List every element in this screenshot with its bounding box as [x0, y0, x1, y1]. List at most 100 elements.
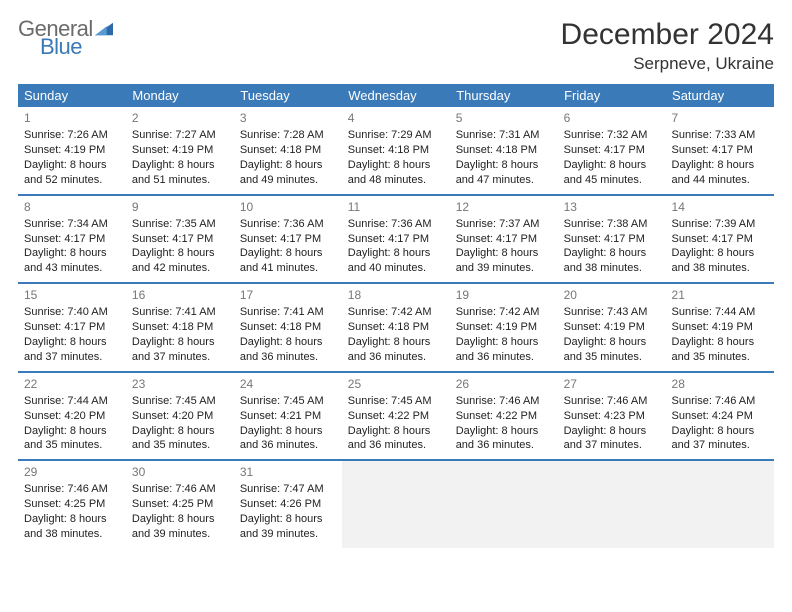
daylight-text: Daylight: 8 hours and 35 minutes. [24, 424, 120, 454]
day-number: 26 [456, 376, 552, 392]
calendar-week-row: 29Sunrise: 7:46 AMSunset: 4:25 PMDayligh… [18, 460, 774, 548]
sunrise-text: Sunrise: 7:44 AM [672, 305, 768, 320]
page-title: December 2024 [561, 18, 774, 52]
day-number: 29 [24, 464, 120, 480]
calendar-day-cell [666, 460, 774, 548]
calendar-day-cell: 22Sunrise: 7:44 AMSunset: 4:20 PMDayligh… [18, 372, 126, 461]
daylight-text: Daylight: 8 hours and 47 minutes. [456, 158, 552, 188]
weekday-header: Tuesday [234, 84, 342, 107]
daylight-text: Daylight: 8 hours and 35 minutes. [672, 335, 768, 365]
sunset-text: Sunset: 4:18 PM [348, 320, 444, 335]
calendar-day-cell: 23Sunrise: 7:45 AMSunset: 4:20 PMDayligh… [126, 372, 234, 461]
calendar-week-row: 22Sunrise: 7:44 AMSunset: 4:20 PMDayligh… [18, 372, 774, 461]
sunset-text: Sunset: 4:25 PM [132, 497, 228, 512]
sunrise-text: Sunrise: 7:45 AM [132, 394, 228, 409]
sunset-text: Sunset: 4:17 PM [24, 232, 120, 247]
sunrise-text: Sunrise: 7:36 AM [240, 217, 336, 232]
sunrise-text: Sunrise: 7:39 AM [672, 217, 768, 232]
calendar-day-cell: 26Sunrise: 7:46 AMSunset: 4:22 PMDayligh… [450, 372, 558, 461]
sunrise-text: Sunrise: 7:46 AM [456, 394, 552, 409]
daylight-text: Daylight: 8 hours and 36 minutes. [456, 424, 552, 454]
daylight-text: Daylight: 8 hours and 44 minutes. [672, 158, 768, 188]
day-number: 9 [132, 199, 228, 215]
calendar-week-row: 8Sunrise: 7:34 AMSunset: 4:17 PMDaylight… [18, 195, 774, 284]
calendar-day-cell: 17Sunrise: 7:41 AMSunset: 4:18 PMDayligh… [234, 283, 342, 372]
calendar-day-cell: 19Sunrise: 7:42 AMSunset: 4:19 PMDayligh… [450, 283, 558, 372]
sunset-text: Sunset: 4:23 PM [564, 409, 660, 424]
calendar-table: Sunday Monday Tuesday Wednesday Thursday… [18, 84, 774, 548]
calendar-day-cell: 4 Sunrise: 7:29 AMSunset: 4:18 PMDaylight… [342, 107, 450, 195]
daylight-text: Daylight: 8 hours and 36 minutes. [348, 424, 444, 454]
daylight-text: Daylight: 8 hours and 48 minutes. [348, 158, 444, 188]
calendar-day-cell: 21Sunrise: 7:44 AMSunset: 4:19 PMDayligh… [666, 283, 774, 372]
calendar-day-cell: 3Sunrise: 7:28 AMSunset: 4:18 PMDaylight… [234, 107, 342, 195]
weekday-header: Monday [126, 84, 234, 107]
sunset-text: Sunset: 4:17 PM [132, 232, 228, 247]
day-number: 18 [348, 287, 444, 303]
day-number: 14 [672, 199, 768, 215]
daylight-text: Daylight: 8 hours and 45 minutes. [564, 158, 660, 188]
day-number: 8 [24, 199, 120, 215]
calendar-week-row: 15Sunrise: 7:40 AMSunset: 4:17 PMDayligh… [18, 283, 774, 372]
sunrise-text: Sunrise: 7:46 AM [24, 482, 120, 497]
sunset-text: Sunset: 4:20 PM [24, 409, 120, 424]
daylight-text: Daylight: 8 hours and 37 minutes. [24, 335, 120, 365]
calendar-day-cell [342, 460, 450, 548]
sunrise-text: Sunrise: 7:36 AM [348, 217, 444, 232]
weekday-header: Thursday [450, 84, 558, 107]
sunset-text: Sunset: 4:17 PM [672, 143, 768, 158]
sunset-text: Sunset: 4:22 PM [348, 409, 444, 424]
day-number: 16 [132, 287, 228, 303]
weekday-header-row: Sunday Monday Tuesday Wednesday Thursday… [18, 84, 774, 107]
day-number: 4 [348, 110, 444, 126]
sunrise-text: Sunrise: 7:45 AM [240, 394, 336, 409]
daylight-text: Daylight: 8 hours and 36 minutes. [240, 335, 336, 365]
daylight-text: Daylight: 8 hours and 35 minutes. [132, 424, 228, 454]
sunrise-text: Sunrise: 7:28 AM [240, 128, 336, 143]
sunset-text: Sunset: 4:19 PM [672, 320, 768, 335]
calendar-day-cell: 29Sunrise: 7:46 AMSunset: 4:25 PMDayligh… [18, 460, 126, 548]
day-number: 2 [132, 110, 228, 126]
weekday-header: Saturday [666, 84, 774, 107]
daylight-text: Daylight: 8 hours and 37 minutes. [132, 335, 228, 365]
sunrise-text: Sunrise: 7:29 AM [348, 128, 444, 143]
calendar-day-cell: 18 Sunrise: 7:42 AMSunset: 4:18 PMDayligh… [342, 283, 450, 372]
logo-text-blue: Blue [40, 36, 113, 58]
calendar-day-cell: 30Sunrise: 7:46 AMSunset: 4:25 PMDayligh… [126, 460, 234, 548]
sunrise-text: Sunrise: 7:46 AM [564, 394, 660, 409]
weekday-header: Wednesday [342, 84, 450, 107]
daylight-text: Daylight: 8 hours and 49 minutes. [240, 158, 336, 188]
day-number: 17 [240, 287, 336, 303]
sunset-text: Sunset: 4:17 PM [348, 232, 444, 247]
sunset-text: Sunset: 4:25 PM [24, 497, 120, 512]
daylight-text: Daylight: 8 hours and 43 minutes. [24, 246, 120, 276]
day-number: 12 [456, 199, 552, 215]
sunrise-text: Sunrise: 7:42 AM [348, 305, 444, 320]
sunrise-text: Sunrise: 7:41 AM [132, 305, 228, 320]
daylight-text: Daylight: 8 hours and 37 minutes. [564, 424, 660, 454]
daylight-text: Daylight: 8 hours and 39 minutes. [132, 512, 228, 542]
daylight-text: Daylight: 8 hours and 36 minutes. [456, 335, 552, 365]
calendar-day-cell [558, 460, 666, 548]
sunset-text: Sunset: 4:18 PM [348, 143, 444, 158]
day-number: 3 [240, 110, 336, 126]
calendar-day-cell: 24Sunrise: 7:45 AMSunset: 4:21 PMDayligh… [234, 372, 342, 461]
sunset-text: Sunset: 4:26 PM [240, 497, 336, 512]
daylight-text: Daylight: 8 hours and 39 minutes. [456, 246, 552, 276]
day-number: 6 [564, 110, 660, 126]
day-number: 23 [132, 376, 228, 392]
day-number: 11 [348, 199, 444, 215]
sunrise-text: Sunrise: 7:38 AM [564, 217, 660, 232]
sunrise-text: Sunrise: 7:46 AM [672, 394, 768, 409]
sunrise-text: Sunrise: 7:37 AM [456, 217, 552, 232]
daylight-text: Daylight: 8 hours and 36 minutes. [348, 335, 444, 365]
calendar-day-cell: 28Sunrise: 7:46 AMSunset: 4:24 PMDayligh… [666, 372, 774, 461]
daylight-text: Daylight: 8 hours and 36 minutes. [240, 424, 336, 454]
sunset-text: Sunset: 4:18 PM [456, 143, 552, 158]
sunrise-text: Sunrise: 7:42 AM [456, 305, 552, 320]
title-block: December 2024 Serpneve, Ukraine [561, 18, 774, 74]
day-number: 7 [672, 110, 768, 126]
calendar-day-cell: 15Sunrise: 7:40 AMSunset: 4:17 PMDayligh… [18, 283, 126, 372]
sunrise-text: Sunrise: 7:27 AM [132, 128, 228, 143]
daylight-text: Daylight: 8 hours and 40 minutes. [348, 246, 444, 276]
